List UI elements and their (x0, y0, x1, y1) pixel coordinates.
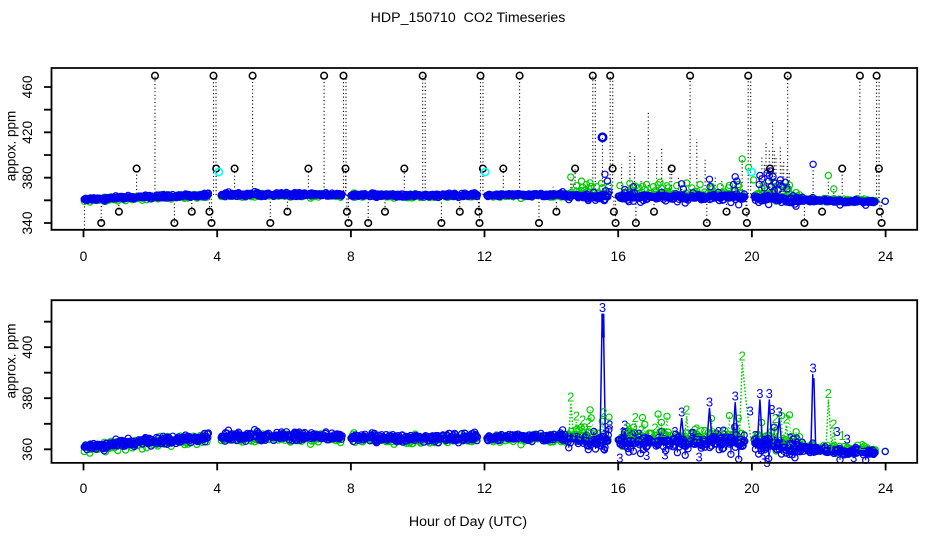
svg-text:2: 2 (739, 349, 746, 364)
svg-text:380: 380 (20, 386, 35, 409)
svg-text:0: 0 (80, 481, 88, 496)
svg-text:2: 2 (693, 421, 700, 436)
svg-text:2: 2 (683, 403, 690, 418)
svg-text:2: 2 (772, 411, 779, 426)
svg-text:3: 3 (756, 386, 763, 401)
svg-text:8: 8 (347, 249, 355, 264)
svg-text:3: 3 (850, 450, 857, 465)
svg-text:3: 3 (599, 300, 606, 315)
svg-text:2: 2 (638, 423, 645, 438)
svg-text:3: 3 (768, 402, 775, 417)
svg-text:1: 1 (839, 428, 846, 443)
svg-text:2: 2 (624, 420, 631, 435)
svg-text:3: 3 (787, 430, 794, 445)
svg-text:2: 2 (573, 409, 580, 424)
svg-text:2: 2 (579, 412, 586, 427)
svg-text:2: 2 (783, 412, 790, 427)
svg-text:2: 2 (585, 415, 592, 430)
svg-text:HDP_150710 CO2 Timeseries: HDP_150710 CO2 Timeseries (371, 10, 566, 26)
svg-text:360: 360 (20, 437, 35, 460)
svg-text:2: 2 (698, 424, 705, 439)
svg-text:16: 16 (611, 481, 627, 496)
svg-text:3: 3 (688, 426, 695, 441)
svg-text:20: 20 (744, 481, 760, 496)
svg-text:2: 2 (567, 390, 574, 405)
svg-text:3: 3 (732, 389, 739, 404)
svg-text:3: 3 (661, 447, 668, 462)
svg-text:2: 2 (859, 438, 866, 453)
svg-text:3: 3 (720, 423, 727, 438)
svg-text:3: 3 (616, 451, 623, 466)
svg-text:3: 3 (713, 427, 720, 442)
svg-text:3: 3 (766, 386, 773, 401)
svg-text:2: 2 (632, 410, 639, 425)
svg-text:8: 8 (347, 481, 355, 496)
svg-text:3: 3 (747, 404, 754, 419)
svg-text:3: 3 (844, 432, 851, 447)
svg-text:3: 3 (671, 424, 678, 439)
svg-text:appox. ppm: appox. ppm (4, 111, 19, 182)
svg-text:380: 380 (20, 166, 35, 189)
svg-text:Hour of Day (UTC): Hour of Day (UTC) (409, 514, 527, 530)
svg-text:16: 16 (611, 249, 627, 264)
svg-text:20: 20 (744, 249, 760, 264)
svg-text:2: 2 (600, 405, 607, 420)
svg-text:3: 3 (833, 424, 840, 439)
svg-text:3: 3 (715, 424, 722, 439)
svg-text:3: 3 (643, 448, 650, 463)
svg-text:3: 3 (759, 452, 766, 467)
svg-text:0: 0 (80, 249, 88, 264)
svg-text:12: 12 (477, 481, 492, 496)
svg-text:2: 2 (627, 425, 634, 440)
svg-text:3: 3 (776, 405, 783, 420)
svg-text:3: 3 (793, 432, 800, 447)
svg-text:4: 4 (213, 249, 221, 264)
svg-text:2: 2 (625, 423, 632, 438)
svg-text:12: 12 (477, 249, 492, 264)
svg-text:3: 3 (706, 394, 713, 409)
svg-text:3: 3 (752, 428, 759, 443)
svg-text:3: 3 (620, 424, 627, 439)
svg-text:2: 2 (825, 386, 832, 401)
svg-text:3: 3 (678, 405, 685, 420)
svg-text:3: 3 (695, 450, 702, 465)
svg-text:2: 2 (830, 416, 837, 431)
svg-text:420: 420 (20, 120, 35, 143)
svg-text:24: 24 (878, 249, 894, 264)
svg-text:2: 2 (660, 425, 667, 440)
svg-text:3: 3 (635, 427, 642, 442)
svg-text:1: 1 (780, 432, 787, 447)
svg-text:24: 24 (878, 481, 894, 496)
svg-text:3: 3 (602, 420, 609, 435)
svg-text:3: 3 (621, 418, 628, 433)
svg-text:3: 3 (606, 418, 613, 433)
svg-text:2: 2 (651, 421, 658, 436)
svg-text:460: 460 (20, 75, 35, 98)
svg-text:340: 340 (20, 211, 35, 234)
svg-text:4: 4 (213, 481, 221, 496)
svg-text:approx. ppm: approx. ppm (4, 323, 19, 398)
svg-text:3: 3 (809, 361, 816, 376)
svg-text:400: 400 (20, 335, 35, 358)
